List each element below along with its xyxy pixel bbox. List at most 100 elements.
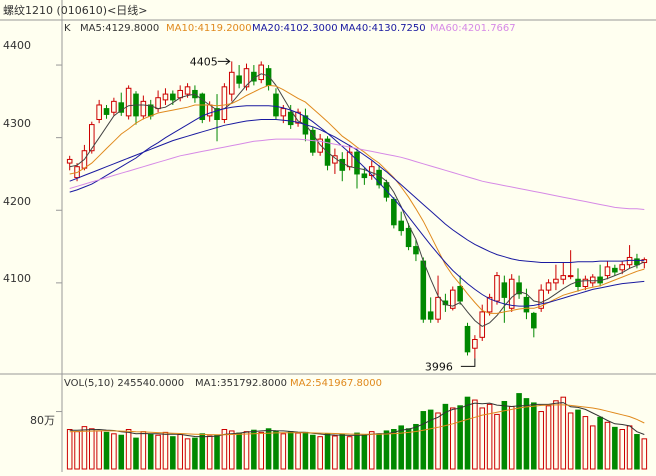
candle-body-74 (612, 267, 618, 273)
candle-body-30 (287, 111, 294, 126)
vol-legend-ma2: MA2:541967.8000 (290, 378, 382, 389)
candle-body-64 (538, 289, 544, 309)
volume-bar-2 (81, 426, 88, 470)
candle-body-44 (391, 198, 397, 226)
volume-bar-18 (199, 433, 206, 470)
price-tick-4400: 4400 (3, 39, 31, 52)
volume-bar-44 (391, 429, 397, 470)
volume-bar-0 (66, 429, 73, 470)
price-gridlines (56, 64, 62, 413)
low-annotation: 3996 (425, 360, 453, 373)
candle-body-16 (184, 86, 191, 95)
volume-bar-31 (295, 432, 301, 470)
volume-bar-16 (184, 438, 191, 470)
chart-title: 螺纹1210 (010610)<日线> (3, 3, 148, 17)
legend-ma10: MA10:4119.2000 (166, 23, 252, 34)
candle-body-70 (582, 278, 589, 288)
volume-bar-11 (147, 434, 154, 470)
volume-bar-7 (118, 434, 125, 470)
volume-bar-12 (155, 434, 161, 470)
candle-body-20 (214, 108, 220, 120)
volume-ma1-line (69, 402, 645, 438)
volume-bar-22 (228, 430, 235, 470)
candle-body-6 (111, 100, 117, 113)
volume-bar-15 (177, 434, 183, 470)
candle-body-75 (619, 264, 625, 271)
candle-body-78 (641, 259, 648, 264)
volume-bar-66 (553, 400, 559, 470)
volume-bar-46 (405, 428, 412, 470)
legend-ma40: MA40:4130.7250 (340, 23, 426, 34)
candle-body-63 (531, 312, 537, 329)
volume-bar-5 (103, 431, 110, 470)
volume-bar-27 (265, 428, 272, 470)
candle-body-48 (420, 260, 427, 320)
volume-bar-63 (531, 402, 537, 470)
volume-tick-80w: 80万 (30, 414, 55, 427)
volume-bar-51 (442, 403, 449, 470)
candle-body-46 (405, 227, 412, 248)
candle-body-29 (280, 108, 287, 117)
candle-body-40 (361, 173, 368, 179)
ma-lines-group (69, 73, 645, 327)
volume-bar-62 (523, 398, 530, 470)
volume-bar-71 (589, 425, 596, 470)
volume-bar-21 (221, 429, 228, 470)
candle-body-15 (177, 89, 183, 99)
volume-bar-14 (170, 436, 176, 470)
price-panel-frame (0, 0, 656, 375)
volume-bar-55 (472, 399, 478, 470)
candle-body-3 (89, 124, 95, 152)
volume-bar-43 (383, 430, 390, 470)
candle-body-58 (494, 275, 500, 302)
k-legend-label: K (64, 23, 71, 34)
volume-bar-76 (626, 425, 633, 470)
volume-bar-33 (310, 434, 316, 470)
volume-bar-1 (74, 431, 80, 470)
volume-bar-49 (427, 409, 434, 470)
volume-ma2-line (69, 404, 645, 436)
candle-body-50 (435, 296, 441, 320)
volume-bar-60 (508, 406, 515, 470)
candle-body-14 (170, 93, 176, 101)
candle-body-55 (472, 339, 478, 349)
price-tick-4200: 4200 (3, 195, 31, 208)
volume-bar-36 (332, 435, 338, 470)
candle-body-66 (553, 278, 559, 284)
volume-bar-72 (597, 416, 603, 470)
volume-ma-lines-group (69, 402, 645, 438)
volume-bar-9 (133, 437, 139, 470)
volume-bar-52 (449, 407, 456, 470)
volume-bar-74 (612, 426, 618, 470)
volume-bar-19 (206, 435, 213, 470)
volume-bar-48 (420, 411, 427, 470)
candle-body-18 (199, 93, 206, 121)
legend-ma20: MA20:4102.3000 (252, 23, 338, 34)
candle-body-76 (626, 256, 633, 266)
volume-bar-67 (560, 396, 567, 470)
candles-group (66, 61, 648, 359)
volume-bar-69 (575, 409, 581, 470)
candle-body-37 (339, 158, 346, 171)
candle-body-5 (103, 108, 110, 115)
candle-body-24 (243, 68, 250, 88)
candle-body-53 (457, 286, 463, 302)
volume-bar-30 (287, 431, 294, 470)
price-tick-4100: 4100 (3, 272, 31, 285)
volume-bar-65 (545, 405, 552, 470)
candle-body-69 (575, 278, 581, 288)
volume-bar-68 (567, 412, 574, 470)
candle-body-73 (604, 266, 611, 277)
volume-bar-57 (486, 403, 493, 470)
candle-body-54 (464, 325, 471, 353)
candle-body-39 (354, 151, 360, 175)
candle-body-23 (236, 75, 242, 84)
candle-body-12 (155, 97, 161, 110)
ma40-line (69, 119, 645, 263)
volume-bar-73 (604, 421, 611, 470)
candle-body-26 (258, 64, 265, 81)
candle-body-65 (545, 282, 552, 291)
volume-bar-41 (368, 431, 375, 470)
